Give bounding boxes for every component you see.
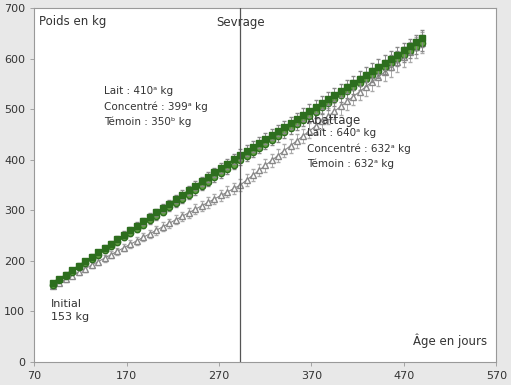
Text: Abattage: Abattage xyxy=(307,114,361,127)
Text: Initial
153 kg: Initial 153 kg xyxy=(51,299,89,322)
Text: Sevrage: Sevrage xyxy=(216,16,265,29)
Text: Âge en jours: Âge en jours xyxy=(413,333,487,348)
Text: Lait : 410ᵃ kg: Lait : 410ᵃ kg xyxy=(104,87,173,97)
Text: Concentré : 399ᵃ kg: Concentré : 399ᵃ kg xyxy=(104,102,207,112)
Text: Témoin : 632ᵃ kg: Témoin : 632ᵃ kg xyxy=(307,159,394,169)
Text: Concentré : 632ᵃ kg: Concentré : 632ᵃ kg xyxy=(307,144,411,154)
Text: Lait : 640ᵃ kg: Lait : 640ᵃ kg xyxy=(307,129,376,138)
Text: Témoin : 350ᵇ kg: Témoin : 350ᵇ kg xyxy=(104,117,191,127)
Text: Poids en kg: Poids en kg xyxy=(39,15,106,28)
